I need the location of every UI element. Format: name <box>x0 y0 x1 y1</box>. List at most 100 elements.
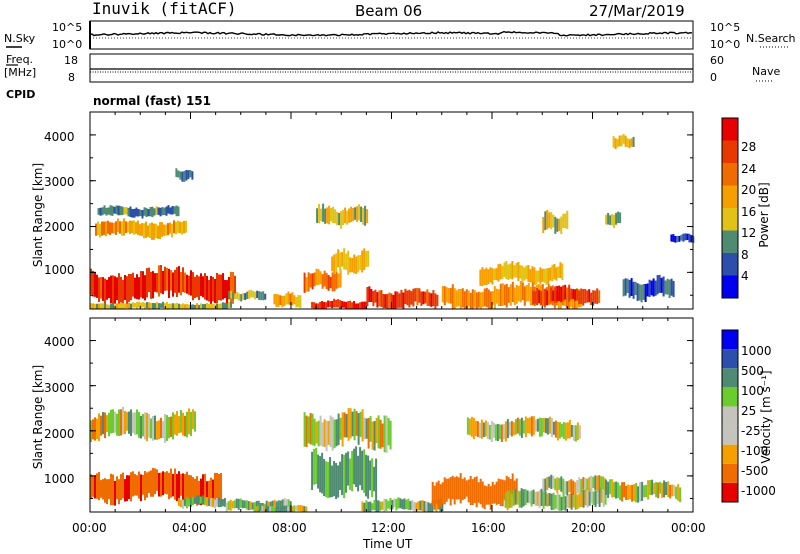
data-cell <box>558 494 561 511</box>
data-cell <box>572 425 575 441</box>
data-cell <box>359 411 362 437</box>
data-cell <box>221 499 224 507</box>
data-cell <box>651 479 654 495</box>
data-cell <box>331 465 334 498</box>
data-cell <box>124 275 126 300</box>
data-cell <box>605 479 608 495</box>
data-cell <box>179 171 182 180</box>
data-cell <box>97 221 99 236</box>
scatter-region <box>605 211 622 228</box>
data-cell <box>570 288 573 300</box>
data-cell <box>604 490 607 505</box>
data-cell <box>570 493 573 510</box>
data-cell <box>632 281 635 299</box>
data-cell <box>281 499 284 510</box>
data-cell <box>463 477 466 499</box>
data-cell <box>344 207 347 224</box>
data-cell <box>297 505 300 511</box>
scatter-region <box>622 274 675 303</box>
data-cell <box>315 268 318 285</box>
data-cell <box>510 493 513 508</box>
x-tick-24: 00:00 <box>671 521 706 535</box>
data-cell <box>505 283 508 308</box>
data-cell <box>164 472 166 494</box>
data-cell <box>371 421 374 450</box>
data-cell <box>243 500 246 508</box>
data-cell <box>128 411 130 434</box>
data-cell <box>677 484 680 501</box>
data-cell <box>327 462 330 499</box>
data-cell <box>554 216 557 234</box>
data-cell <box>162 421 164 439</box>
data-cell <box>200 273 202 296</box>
data-cell <box>140 302 142 308</box>
data-cell <box>116 277 118 301</box>
velocity-cbar-tick-500: 500 <box>741 364 764 378</box>
data-cell <box>534 291 537 304</box>
data-cell <box>560 423 563 437</box>
data-cell <box>156 421 158 440</box>
data-cell <box>271 500 274 510</box>
power-cbar-tick-28: 28 <box>741 140 757 154</box>
data-cell <box>122 303 124 309</box>
data-cell <box>327 420 330 445</box>
data-cell <box>175 168 178 178</box>
data-cell <box>244 293 247 300</box>
data-cell <box>560 286 563 303</box>
data-cell <box>648 279 651 297</box>
data-cell <box>588 488 591 506</box>
data-cell <box>125 207 128 215</box>
data-cell <box>126 303 128 309</box>
data-cell <box>578 290 581 305</box>
data-cell <box>343 301 346 308</box>
data-cell <box>200 478 202 506</box>
data-cell <box>544 478 547 492</box>
data-cell <box>339 252 342 272</box>
data-cell <box>333 274 336 292</box>
data-cell <box>441 498 444 512</box>
data-cell <box>183 499 186 507</box>
data-cell <box>273 499 276 509</box>
data-cell <box>206 481 208 499</box>
data-cell <box>146 268 148 298</box>
data-cell <box>181 499 184 509</box>
data-cell <box>395 498 398 511</box>
data-cell <box>172 412 174 440</box>
data-cell <box>313 449 316 485</box>
data-cell <box>527 283 530 302</box>
data-cell <box>467 479 470 503</box>
data-cell <box>667 481 670 497</box>
data-cell <box>515 284 518 304</box>
data-cell <box>342 209 345 225</box>
data-cell <box>500 424 503 442</box>
data-cell <box>405 499 408 509</box>
data-cell <box>311 301 314 309</box>
data-cell <box>366 287 369 307</box>
data-cell <box>122 472 124 499</box>
data-cell <box>303 272 306 293</box>
data-cell <box>261 505 264 512</box>
data-cell <box>147 225 149 237</box>
colorbar-swatch <box>722 253 738 276</box>
data-cell <box>607 481 610 498</box>
data-cell <box>513 287 516 306</box>
data-cell <box>390 293 393 309</box>
data-cell <box>526 418 529 434</box>
data-cell <box>383 415 386 453</box>
velocity-y-tick-3000: 3000 <box>44 381 75 395</box>
data-cell <box>200 303 202 309</box>
data-cell <box>627 484 630 500</box>
data-cell <box>473 290 476 308</box>
data-cell <box>275 507 278 512</box>
data-cell <box>183 220 185 234</box>
data-cell <box>568 480 571 493</box>
data-cell <box>139 209 142 217</box>
data-cell <box>202 474 204 505</box>
data-cell <box>378 290 381 307</box>
data-cell <box>495 481 498 505</box>
data-cell <box>232 292 235 300</box>
data-cell <box>108 304 110 309</box>
data-cell <box>281 296 284 308</box>
data-cell <box>318 204 321 224</box>
data-cell <box>162 301 164 309</box>
